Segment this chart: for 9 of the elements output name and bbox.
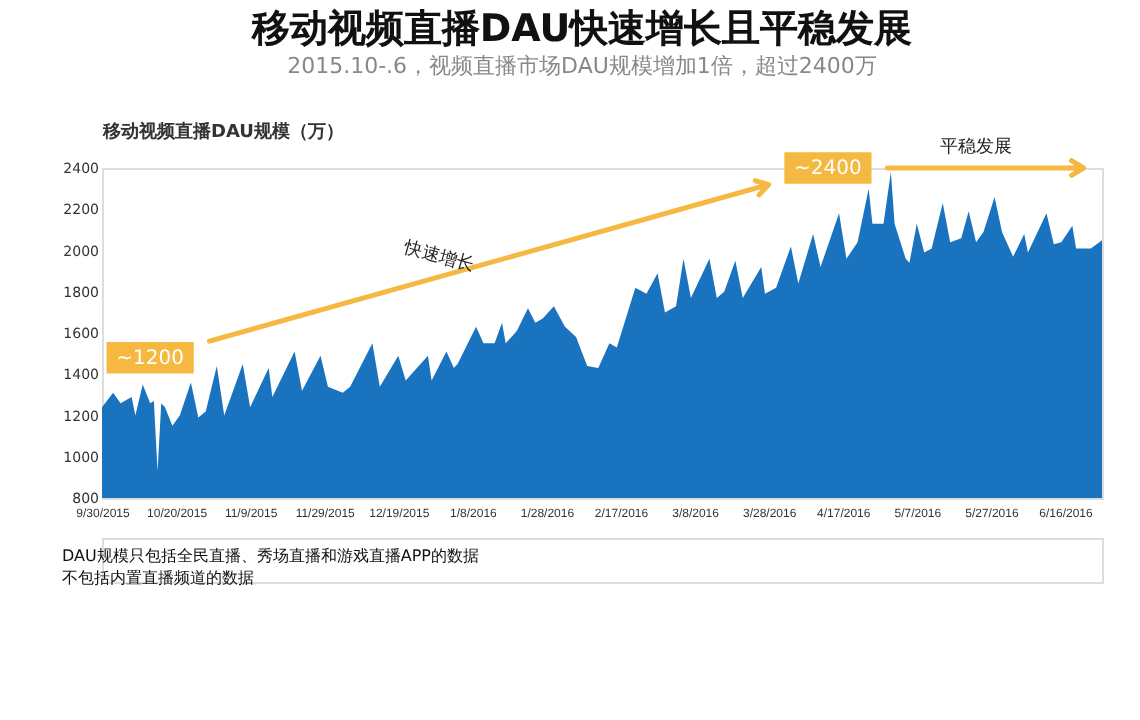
y-axis-title: 移动视频直播DAU规模（万） — [101, 121, 344, 143]
chart-subtitle: 2015.10-.6，视频直播市场DAU规模增加1倍，超过2400万 — [287, 53, 877, 79]
annotation: ~2400 — [794, 158, 862, 180]
text: 平稳发展 — [939, 136, 1012, 158]
chart-title: 移动视频直播DAU快速增长且平稳发展 — [249, 7, 913, 51]
annotation: ~1200 — [116, 347, 184, 370]
text: DAU规模只包括全民直播、秀场直播和游戏直播APP的数据 — [62, 547, 479, 565]
text: 不包括内置直播频道的数据 — [62, 569, 254, 587]
annotation: 快速增长 — [399, 235, 477, 278]
